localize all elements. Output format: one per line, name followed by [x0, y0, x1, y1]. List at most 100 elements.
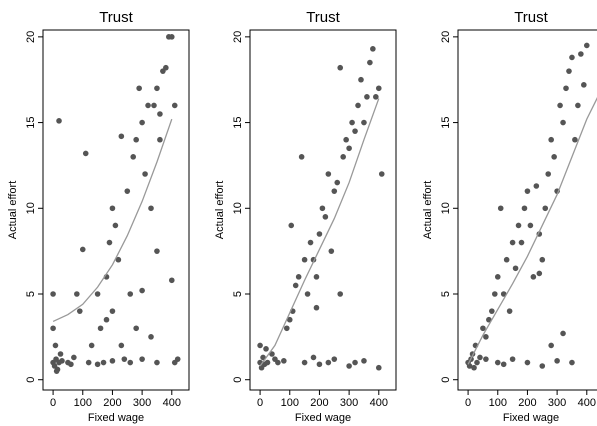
point [489, 308, 495, 314]
point [286, 316, 293, 323]
point [136, 85, 142, 92]
point [506, 308, 513, 314]
point [536, 270, 543, 277]
point [50, 325, 56, 332]
point [301, 359, 308, 366]
point [560, 330, 566, 337]
point [557, 102, 563, 109]
x-tick-label: 300 [548, 397, 566, 409]
fit-line [467, 97, 597, 365]
x-tick-label: 400 [370, 397, 388, 409]
point [139, 356, 145, 362]
y-tick-label: 10 [232, 202, 244, 214]
point [491, 291, 498, 297]
y-tick-label: 0 [232, 377, 244, 383]
point [509, 239, 516, 246]
x-tick-label: 0 [465, 397, 471, 409]
point [171, 102, 178, 109]
point [512, 265, 519, 272]
point [112, 222, 119, 229]
x-tick-label: 400 [578, 397, 596, 409]
point [352, 128, 358, 134]
point [97, 325, 104, 332]
point [130, 154, 137, 160]
point [527, 222, 534, 229]
point [572, 136, 578, 143]
point [142, 171, 148, 177]
point [569, 54, 575, 61]
point [260, 354, 266, 361]
point [304, 291, 311, 297]
point [325, 359, 332, 366]
point [337, 64, 344, 71]
point [334, 179, 341, 186]
point [94, 291, 101, 297]
panel-title: Trust [514, 9, 548, 26]
x-tick-label: 200 [103, 397, 121, 409]
point [124, 188, 131, 194]
point [563, 85, 569, 92]
point [103, 316, 110, 323]
y-tick-label: 15 [440, 116, 452, 128]
point [145, 102, 151, 109]
point [560, 119, 566, 126]
x-axis-label: Fixed wage [88, 412, 144, 424]
fit-line [52, 118, 173, 323]
point [325, 171, 332, 177]
point [148, 334, 154, 340]
point [109, 308, 116, 314]
x-tick-label: 300 [133, 397, 151, 409]
point [127, 359, 134, 366]
point [88, 342, 95, 349]
point [157, 136, 163, 143]
point [349, 119, 355, 126]
point [521, 205, 528, 212]
point [337, 291, 344, 297]
y-tick-label: 15 [232, 116, 244, 128]
point [524, 359, 531, 366]
point [257, 342, 263, 349]
point [139, 287, 145, 294]
point [375, 364, 382, 371]
x-tick-label: 300 [340, 397, 358, 409]
point [106, 239, 113, 246]
point [56, 118, 62, 124]
point [57, 351, 64, 357]
x-tick-label: 200 [310, 397, 328, 409]
point [331, 188, 338, 194]
point [500, 291, 507, 297]
point [545, 171, 552, 177]
point [518, 239, 525, 246]
point [313, 304, 320, 311]
point [288, 222, 295, 229]
point [269, 351, 275, 357]
point [486, 316, 492, 323]
point [355, 102, 361, 109]
point [581, 82, 587, 88]
point [346, 363, 352, 369]
point [551, 154, 557, 160]
point [569, 359, 575, 366]
point [163, 64, 169, 71]
plot-frame [457, 29, 597, 391]
point [59, 358, 65, 364]
point [133, 136, 139, 143]
point [168, 277, 175, 284]
point [539, 256, 546, 263]
point [157, 111, 163, 117]
point [542, 205, 549, 212]
panel-title: Trust [306, 9, 340, 26]
point [148, 205, 154, 212]
point [316, 231, 323, 237]
point [52, 342, 59, 349]
point [340, 154, 346, 160]
point [301, 256, 308, 263]
y-tick-label: 15 [25, 116, 37, 128]
point [295, 274, 302, 280]
x-tick-label: 0 [257, 397, 263, 409]
point [94, 361, 101, 368]
y-tick-label: 0 [440, 377, 452, 383]
